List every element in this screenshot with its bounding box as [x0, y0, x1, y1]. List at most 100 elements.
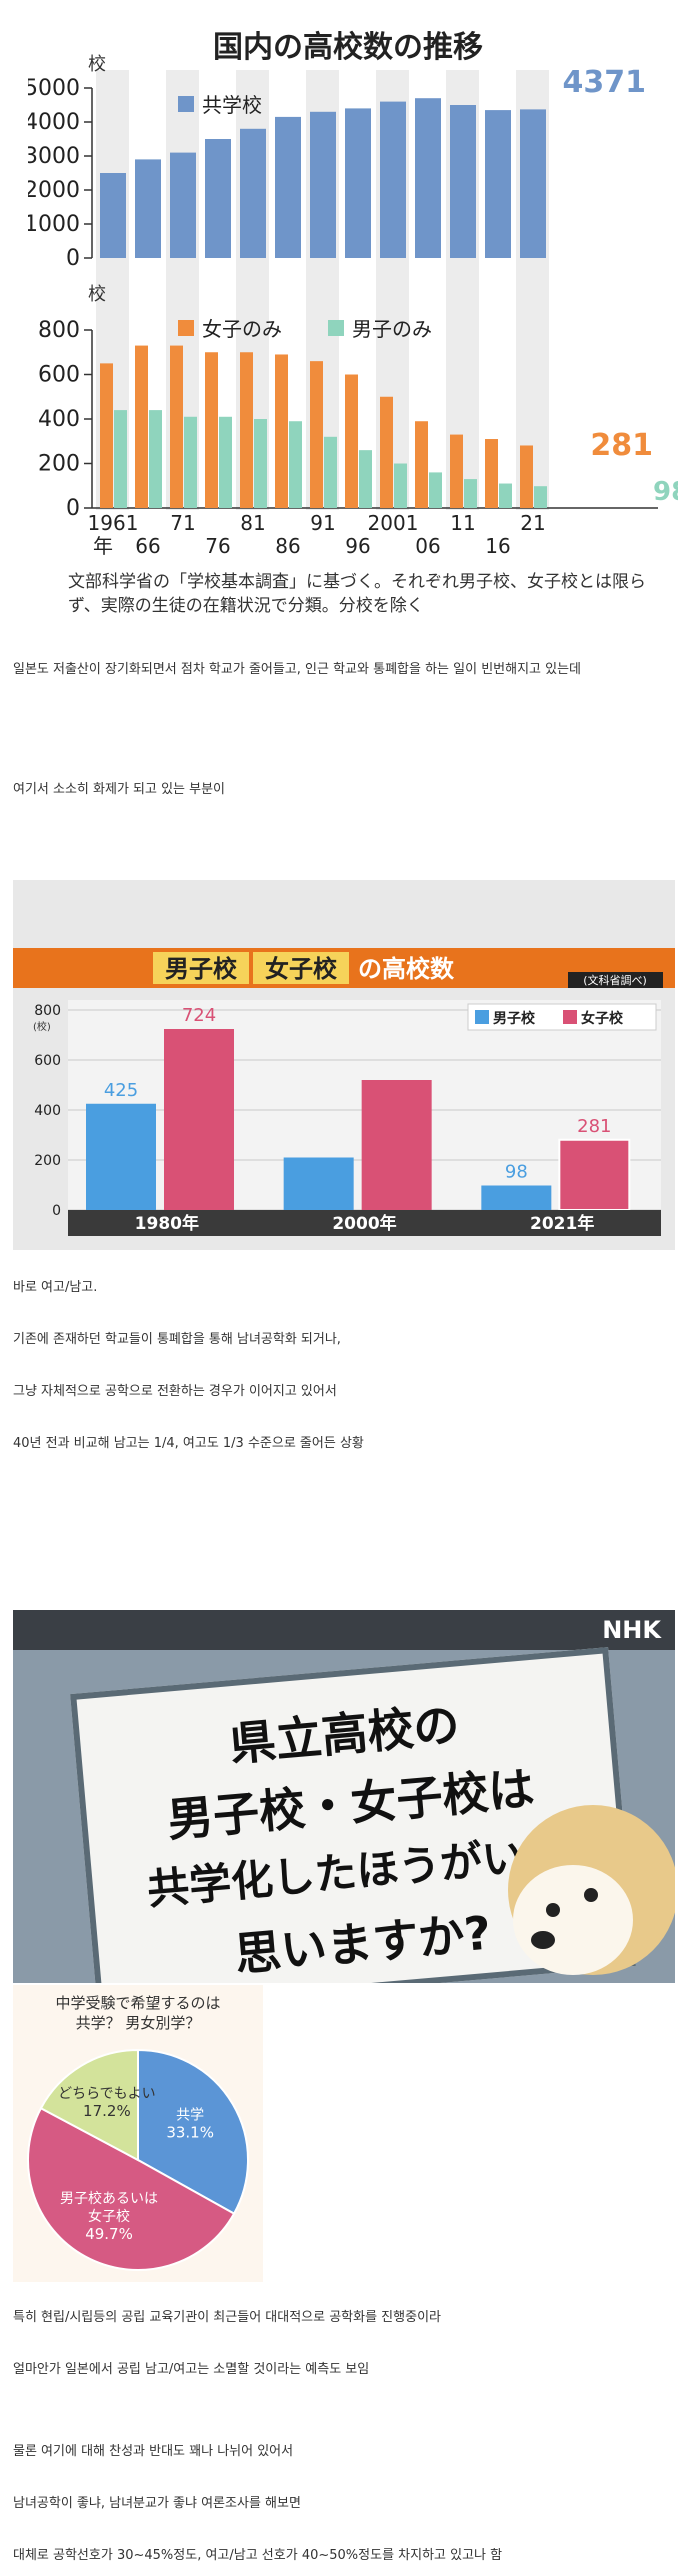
boys-bar: [464, 479, 477, 508]
girls-bar: [164, 1029, 234, 1210]
pie-slice: [137, 2048, 249, 2215]
title-boys-bg: [153, 952, 249, 984]
pie-slice: [27, 2106, 236, 2271]
chart1-note: 文部科学省の「学校基本調査」に基づく。それぞれ男子校、女子校とは限らず、実際の生…: [68, 572, 646, 616]
x-tick-label: 21: [520, 511, 545, 535]
y-tick-bottom: 600: [38, 363, 80, 388]
coed-bar: [415, 98, 441, 258]
x-tick-label: 71: [170, 511, 195, 535]
paragraph-1: 일본도 저출산이 장기화되면서 점차 학교가 줄어들고, 인근 학교와 통폐합을…: [13, 662, 582, 677]
girls-value-label: 281: [577, 1116, 611, 1137]
boys-bar: [219, 416, 232, 508]
legend-girls-label: 女子校: [581, 1010, 624, 1027]
girls-bar: [415, 421, 428, 508]
girls-bar: [275, 354, 288, 508]
coed-bar: [275, 116, 301, 259]
boys-value-label: 425: [104, 1080, 138, 1101]
chart2-y-tick: 400: [34, 1103, 61, 1119]
y-tick-top: 1000: [28, 212, 80, 237]
unit-top-label: 校: [88, 54, 106, 75]
unit-bottom-label: 校: [88, 284, 106, 305]
girls-bar: [135, 345, 148, 508]
pie-slice-value: 49.7%: [85, 2225, 133, 2243]
x-tick-label: 16: [485, 534, 510, 558]
legend-boys-label: 男子のみ: [352, 317, 432, 341]
chart2-y-tick: 0: [52, 1203, 61, 1219]
pie-slice-label: 男子校あるいは: [60, 2190, 158, 2207]
boys-bar: [86, 1103, 156, 1210]
boys-bar: [114, 410, 127, 508]
x-tick-label: 76: [205, 534, 230, 558]
boys-bar: [394, 463, 407, 508]
chart2-y-tick: 200: [34, 1153, 61, 1169]
legend-boys-swatch: [328, 320, 344, 336]
boys-last-label: 98: [653, 477, 678, 507]
paragraph-8: 얼마안가 일본에서 공립 남고/여고는 소멸할 것이라는 예측도 보임: [13, 2362, 370, 2377]
y-tick-top: 2000: [28, 178, 80, 203]
x-tick-label: 86: [275, 534, 300, 558]
pie-slice-label: 女子校: [88, 2208, 130, 2225]
girls-bar: [361, 1080, 432, 1210]
chart2-title-boys: 男子校: [165, 955, 238, 983]
coed-bar: [485, 110, 511, 258]
y-tick-top: 0: [66, 246, 80, 271]
legend-girls-label: 女子のみ: [202, 317, 282, 341]
paragraph-5: 그냥 자체적으로 공학으로 전환하는 경우가 이어지고 있어서: [13, 1384, 337, 1399]
coed-bar: [100, 173, 126, 258]
x-tick-label: 1961: [88, 511, 139, 535]
boys-bar: [429, 472, 442, 508]
y-tick-top: 3000: [28, 144, 80, 169]
paragraph-7: 특히 현립/시립등의 공립 교육기관이 최근들어 대대적으로 공학화를 진행중이…: [13, 2310, 441, 2325]
girls-bar: [310, 361, 323, 508]
y-tick-top: 5000: [28, 76, 80, 101]
pie-slice: [39, 2048, 139, 2162]
girls-bar: [380, 396, 393, 508]
pie-slice-label: どちらでもよい: [58, 2086, 156, 2102]
x-tick-label: 06: [415, 534, 440, 558]
chart1-title: 国内の高校数の推移: [213, 30, 483, 65]
boys-bar: [534, 486, 547, 508]
chart2-y-tick: 600: [34, 1053, 61, 1069]
girls-bar: [345, 374, 358, 508]
chart2-legend-box: [467, 1003, 657, 1031]
coed-bar: [520, 109, 546, 258]
girls-last-label: 281: [590, 428, 653, 463]
x-tick-label: 年: [93, 534, 113, 558]
boys-bar: [359, 450, 372, 508]
chart2-title-girls: 女子校: [265, 955, 338, 983]
paragraph-9: 물론 여기에 대해 찬성과 반대도 꽤나 나뉘어 있어서: [13, 2444, 294, 2459]
pie-title-line1: 中学受験で希望するのは: [55, 1994, 221, 2012]
y-tick-top: 4000: [28, 110, 80, 135]
girls-bar: [170, 345, 183, 508]
x-tick-label: 81: [240, 511, 265, 535]
girls-bar: [450, 434, 463, 508]
boys-bar: [499, 483, 512, 508]
boys-bar: [289, 421, 302, 508]
chart1-svg: 校校5000400030002000100008006004002000共学校女…: [28, 54, 678, 558]
coed-bar: [345, 108, 371, 259]
x-tick-label: 66: [135, 534, 160, 558]
y-tick-bottom: 200: [38, 452, 80, 477]
y-tick-bottom: 0: [66, 496, 80, 521]
nhk-logo: NHK: [602, 1616, 661, 1644]
chart2-y-tick: 800: [34, 1003, 61, 1019]
boys-bar: [149, 410, 162, 508]
coed-bar: [450, 105, 476, 258]
chart2-category-label: 1980年: [135, 1213, 199, 1234]
y-tick-bottom: 400: [38, 407, 80, 432]
paragraph-10: 남녀공학이 좋냐, 남녀분교가 좋냐 여론조사를 해보면: [13, 2496, 301, 2511]
coed-bar: [380, 101, 406, 258]
paragraph-6: 40년 전과 비교해 남고는 1/4, 여고도 1/3 수준으로 줄어든 상황: [13, 1436, 364, 1451]
x-tick-label: 91: [310, 511, 335, 535]
girls-bar: [558, 1138, 631, 1211]
coed-last-label: 4371: [563, 65, 647, 100]
chart2-title-rest: の高校数: [358, 955, 455, 983]
school-count-trend-chart: 国内の高校数の推移 校校 5000 4000 3000 2000 1000 0 800 600 4…: [28, 0, 678, 640]
coed-bar: [240, 128, 266, 258]
legend-girls-swatch: [563, 1010, 577, 1024]
legend-boys-swatch: [475, 1010, 489, 1024]
coed-bar: [310, 111, 336, 258]
boys-girls-school-chart: 男子校 女子校 の高校数 (文科省調べ) (校) 800 600 400 200 0 男子校 女子校 4…: [13, 880, 675, 1250]
boys-bar: [254, 419, 267, 508]
